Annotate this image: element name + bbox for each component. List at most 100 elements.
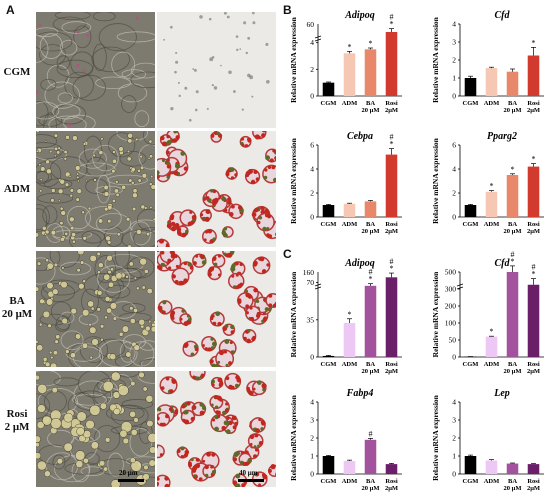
chart-b-pparg2-bar bbox=[464, 205, 477, 217]
micrograph-adm-oilred bbox=[157, 131, 276, 247]
chart-c-fabp4-category-label: CGM bbox=[321, 478, 337, 485]
chart-b-pparg2-category-label: CGM bbox=[463, 221, 479, 228]
chart-b-cfd-bar bbox=[527, 55, 540, 96]
chart-c-cfd-bar bbox=[485, 336, 498, 357]
chart-b-cebpa-significance-marker: # bbox=[390, 133, 394, 142]
chart-b-cfd-bar bbox=[506, 71, 519, 96]
micrograph-rosi-oilred-image bbox=[157, 371, 276, 487]
chart-b-pparg2-category-label: BA bbox=[508, 221, 517, 228]
chart-b-cebpa-category-label: BA bbox=[366, 221, 375, 228]
chart-c-fabp4-bar bbox=[322, 456, 335, 474]
chart-b-adipoq-significance-marker: # bbox=[390, 13, 394, 22]
chart-c-lep-bar bbox=[527, 464, 540, 474]
chart-b-pparg2-significance-marker: * bbox=[532, 155, 536, 164]
chart-b-cfd-title: Cfd bbox=[495, 10, 511, 21]
chart-b-cebpa-ytick-label: 0 bbox=[310, 213, 314, 222]
chart-b-pparg2-category-label: Rosi bbox=[527, 221, 539, 228]
chart-b-adipoq-bar bbox=[385, 32, 398, 96]
chart-c-cfd-category-label: Rosi bbox=[527, 361, 539, 368]
chart-b-cfd-ytick-label: 3 bbox=[452, 38, 456, 47]
chart-c-cfd-significance-marker: # bbox=[532, 263, 536, 272]
chart-b-adipoq-axis-break bbox=[314, 35, 322, 42]
chart-b-pparg2-ytick-label: 4 bbox=[452, 165, 456, 174]
micrograph-cgm-phase-image bbox=[36, 12, 155, 128]
chart-c-fabp4-category-label: Rosi bbox=[385, 478, 397, 485]
chart-b-cfd-category-label: CGM bbox=[463, 100, 479, 107]
chart-c-lep-category-label: CGM bbox=[463, 478, 479, 485]
chart-c-adipoq-ytick-label: 0 bbox=[310, 353, 314, 362]
chart-b-cebpa-ylabel: Relative mRNA expression bbox=[289, 137, 298, 224]
chart-c-fabp4-bar bbox=[385, 464, 398, 474]
scale-bar-left bbox=[118, 479, 144, 482]
chart-c-adipoq-ytick-label-top: 160 bbox=[303, 268, 315, 277]
scale-bar-right bbox=[238, 479, 264, 482]
micrograph-adm-oilred-image bbox=[157, 131, 276, 247]
chart-c-fabp4-ytick-label: 4 bbox=[310, 398, 314, 407]
chart-c-cfd-ytick-label: 300 bbox=[445, 285, 457, 294]
chart-c-adipoq-bar bbox=[364, 285, 377, 357]
chart-c-adipoq-bar bbox=[385, 277, 398, 357]
chart-b-pparg2-bar bbox=[527, 166, 540, 217]
chart-c-adipoq-significance-marker: # bbox=[390, 257, 394, 266]
chart-c-fabp4-category-label: 20 μM bbox=[362, 485, 380, 492]
chart-c-cfd-category-label: CGM bbox=[463, 361, 479, 368]
chart-b-cfd-category-label: BA bbox=[508, 100, 517, 107]
chart-b-pparg2-bar bbox=[506, 175, 519, 217]
chart-b-cebpa-ytick-label: 6 bbox=[310, 141, 314, 150]
chart-c-fabp4-ytick-label: 2 bbox=[310, 434, 314, 443]
chart-c-lep-ytick-label: 0 bbox=[452, 470, 456, 479]
chart-b-pparg2-ylabel: Relative mRNA expression bbox=[431, 137, 440, 224]
chart-b-cebpa-significance-marker: * bbox=[390, 140, 394, 149]
chart-c-cfd-category-label: 2μM bbox=[527, 368, 540, 375]
chart-b-adipoq-bar bbox=[343, 53, 356, 96]
chart-c-cfd-ytick-label: 50 bbox=[449, 336, 457, 345]
chart-c-lep-ytick-label: 3 bbox=[452, 416, 456, 425]
chart-b-cebpa-bar bbox=[364, 201, 377, 217]
chart-c-lep-category-label: BA bbox=[508, 478, 517, 485]
chart-c-lep-bar bbox=[485, 460, 498, 474]
chart-b-adipoq-ylabel: Relative mRNA expression bbox=[289, 16, 298, 103]
chart-c-cfd-ylabel: Relative mRNA expression bbox=[431, 271, 440, 358]
chart-b-adipoq-bar bbox=[322, 82, 335, 96]
chart-c-adipoq-significance-marker: # bbox=[369, 268, 373, 277]
chart-b-cfd-ytick-label: 4 bbox=[452, 20, 456, 29]
chart-c-cfd-bar bbox=[527, 284, 540, 357]
chart-c-adipoq-category-label: 20 μM bbox=[362, 368, 380, 375]
chart-c-adipoq-category-label: CGM bbox=[321, 361, 337, 368]
chart-c-cfd-ytick-label: 0 bbox=[452, 353, 456, 362]
chart-c-cfd-significance-marker: * bbox=[490, 327, 494, 336]
chart-c-fabp4-significance-marker: # bbox=[369, 429, 373, 438]
chart-c-fabp4-ytick-label: 3 bbox=[310, 416, 314, 425]
chart-c-adipoq-ytick-label: 70 bbox=[307, 278, 315, 287]
chart-b-cebpa-category-label: ADM bbox=[342, 221, 358, 228]
chart-b-cfd-ytick-label: 2 bbox=[452, 56, 456, 65]
chart-c-lep-category-label: ADM bbox=[484, 478, 500, 485]
chart-c-lep-bar bbox=[506, 463, 519, 474]
chart-b-pparg2-category-label: 20 μM bbox=[504, 228, 522, 235]
chart-c-cfd-ytick-label: 100 bbox=[445, 319, 457, 328]
chart-b-adipoq-category-label: BA bbox=[366, 100, 375, 107]
chart-b-adipoq-title: Adipoq bbox=[344, 10, 374, 21]
chart-b-cebpa-category-label: 20 μM bbox=[362, 228, 380, 235]
scale-label-left: 20 μm bbox=[119, 469, 138, 477]
chart-c-fabp4-bar bbox=[343, 461, 356, 474]
micrograph-ba-oilred bbox=[157, 251, 276, 367]
chart-c-adipoq-significance-marker: * bbox=[369, 275, 373, 284]
chart-c-cfd-axis-break bbox=[456, 283, 464, 290]
chart-b-pparg2-ytick-label: 6 bbox=[452, 141, 456, 150]
chart-c-lep-ytick-label: 4 bbox=[452, 398, 456, 407]
chart-b-adipoq-significance-marker: * bbox=[348, 42, 352, 51]
chart-c-cfd-bar bbox=[506, 272, 519, 357]
chart-b-cfd-category-label: 20 μM bbox=[504, 107, 522, 114]
chart-b-adipoq-ytick-label-top: 60 bbox=[307, 20, 315, 29]
micrograph-ba-phase-image bbox=[36, 251, 155, 367]
micrograph-rosi-phase-image bbox=[36, 371, 155, 487]
micrograph-cgm-oilred bbox=[157, 12, 276, 128]
chart-b-pparg2-title: Pparg2 bbox=[487, 131, 517, 142]
chart-b-cfd-bar bbox=[485, 68, 498, 96]
chart-c-lep-bar bbox=[464, 456, 477, 474]
micrograph-adm-phase bbox=[36, 131, 155, 247]
chart-c-cfd-significance-marker: * bbox=[511, 257, 515, 266]
chart-b-cebpa-category-label: Rosi bbox=[385, 221, 397, 228]
chart-b-cebpa-bar bbox=[385, 154, 398, 217]
